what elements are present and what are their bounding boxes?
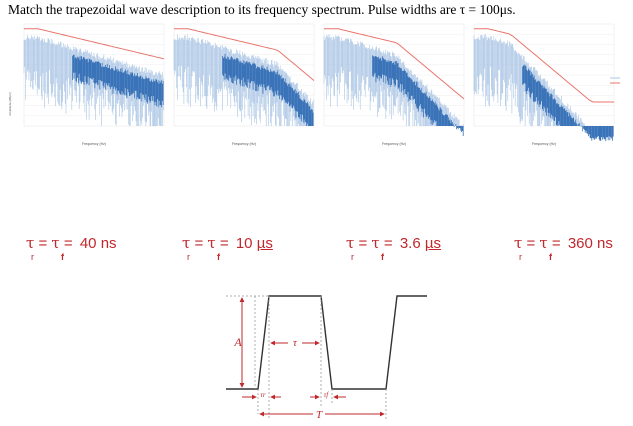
rise-time-value: 10 µs (236, 235, 273, 252)
tau-symbol: τ (371, 234, 379, 252)
tau-symbol: τ (51, 234, 59, 252)
x-axis-label: Frequency (Hz) (232, 142, 256, 146)
x-axis-label: Frequency (Hz) (82, 142, 106, 146)
amplitude-label: A (233, 335, 242, 349)
spectrum-panel-1: Frequency (Hz) (24, 24, 164, 146)
tau-symbol: τ (207, 234, 215, 252)
rise-time-value: 3.6 µs (400, 235, 441, 252)
subscript-f: f (381, 252, 384, 262)
subscript-f: f (61, 252, 64, 262)
rise-time-label-1: τ = τ = 40 ns r f (26, 234, 117, 252)
subscript-r: r (187, 252, 190, 262)
period-label: T (316, 409, 323, 421)
subscript-r: r (519, 252, 522, 262)
subscript-f: f (217, 252, 220, 262)
spectrum-panels: Amplitude (dBμV) Frequency (Hz) Frequency… (0, 16, 633, 156)
y-axis-label: Amplitude (dBμV) (8, 92, 12, 116)
spectrum-panel-4: Frequency (Hz) (474, 24, 614, 146)
subscript-f: f (549, 252, 552, 262)
x-axis-label: Frequency (Hz) (382, 142, 406, 146)
rise-time-value: 360 ns (568, 235, 613, 252)
spectrum-panel-2: Frequency (Hz) (174, 24, 314, 146)
subscript-r: r (31, 252, 34, 262)
x-axis-label: Frequency (Hz) (532, 142, 556, 146)
rise-time-label-4: τ = τ = 360 ns r f (514, 234, 613, 252)
rise-label: τr (260, 391, 266, 399)
rise-time-value: 40 ns (80, 235, 117, 252)
spectrum-panel-3: Frequency (Hz) (324, 24, 464, 146)
rise-time-label-2: τ = τ = 10 µs r f (182, 234, 273, 252)
subscript-r: r (351, 252, 354, 262)
rise-time-label-3: τ = τ = 3.6 µs r f (346, 234, 441, 252)
guide-lines (226, 296, 386, 419)
waveform-line (226, 296, 427, 389)
trapezoidal-waveform: A τ τr τf T (218, 284, 438, 426)
tau-symbol: τ (539, 234, 547, 252)
fall-label: τf (324, 391, 330, 399)
